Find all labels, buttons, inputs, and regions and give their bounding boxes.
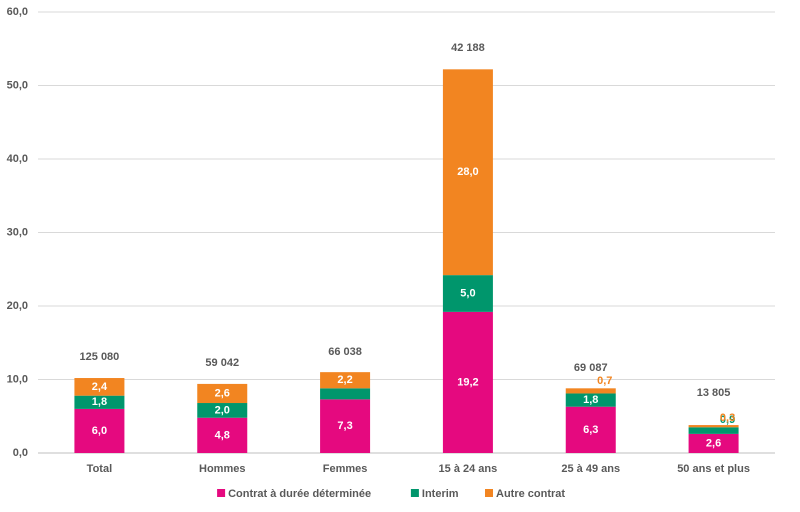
x-tick-label: Hommes	[199, 463, 245, 475]
data-label: 6,0	[92, 425, 107, 437]
legend-swatch	[217, 489, 226, 497]
data-label: 2,0	[215, 404, 230, 416]
legend-label: Autre contrat	[496, 488, 565, 500]
data-label: 0,3	[720, 412, 735, 424]
total-label: 42 188	[451, 42, 485, 54]
data-label: 0,9	[720, 414, 735, 426]
x-tick-label: 50 ans et plus	[677, 463, 750, 475]
y-tick-label: 0,0	[13, 447, 28, 459]
x-tick-label: 15 à 24 ans	[439, 463, 498, 475]
data-label: 6,3	[583, 424, 598, 436]
data-label: 2,6	[706, 437, 721, 449]
total-label: 69 087	[574, 362, 608, 374]
data-label: 1,8	[92, 396, 107, 408]
x-tick-label: 25 à 49 ans	[561, 463, 620, 475]
data-label: 7,3	[337, 420, 352, 432]
bar-segment	[74, 395, 125, 409]
bar-segment	[74, 408, 125, 453]
legend-swatch	[410, 489, 419, 497]
legend-label: Interim	[422, 488, 459, 500]
y-tick-label: 60,0	[7, 6, 28, 18]
bar-segment	[688, 427, 739, 434]
total-label: 13 805	[697, 387, 731, 399]
bar-segment	[565, 393, 616, 407]
bar-segment	[197, 403, 248, 418]
data-label: 5,0	[460, 287, 475, 299]
bar-segment	[688, 425, 739, 428]
bar-segment	[565, 388, 616, 394]
bar-segment	[320, 399, 371, 453]
bar-segment	[442, 275, 493, 312]
legend-label: Contrat à durée déterminée	[228, 488, 371, 500]
bar-segment	[688, 433, 739, 453]
data-label: 2,6	[215, 387, 230, 399]
total-label: 59 042	[205, 357, 239, 369]
bar-segment	[565, 406, 616, 453]
data-label: 2,2	[337, 374, 352, 386]
y-tick-label: 20,0	[7, 300, 28, 312]
bar-segment	[442, 69, 493, 276]
data-label: 28,0	[457, 166, 478, 178]
x-tick-label: Total	[87, 463, 112, 475]
y-tick-label: 30,0	[7, 226, 28, 238]
bar-segment	[74, 378, 125, 396]
x-tick-label: Femmes	[323, 463, 368, 475]
data-label: 19,2	[457, 376, 478, 388]
y-tick-label: 50,0	[7, 79, 28, 91]
total-label: 125 080	[80, 351, 120, 363]
data-label: 4,8	[215, 429, 230, 441]
bar-segment	[197, 383, 248, 404]
legend-swatch	[485, 489, 493, 497]
bar-segment	[442, 311, 493, 453]
total-label: 66 038	[328, 346, 362, 358]
data-label: 0,7	[597, 375, 612, 387]
data-label: 2,4	[92, 381, 108, 393]
y-tick-label: 40,0	[7, 153, 28, 165]
data-label: 1,8	[583, 394, 598, 406]
bar-segment	[320, 388, 371, 400]
bar-segment	[320, 372, 371, 389]
y-tick-label: 10,0	[7, 373, 28, 385]
bar-segment	[197, 417, 248, 453]
